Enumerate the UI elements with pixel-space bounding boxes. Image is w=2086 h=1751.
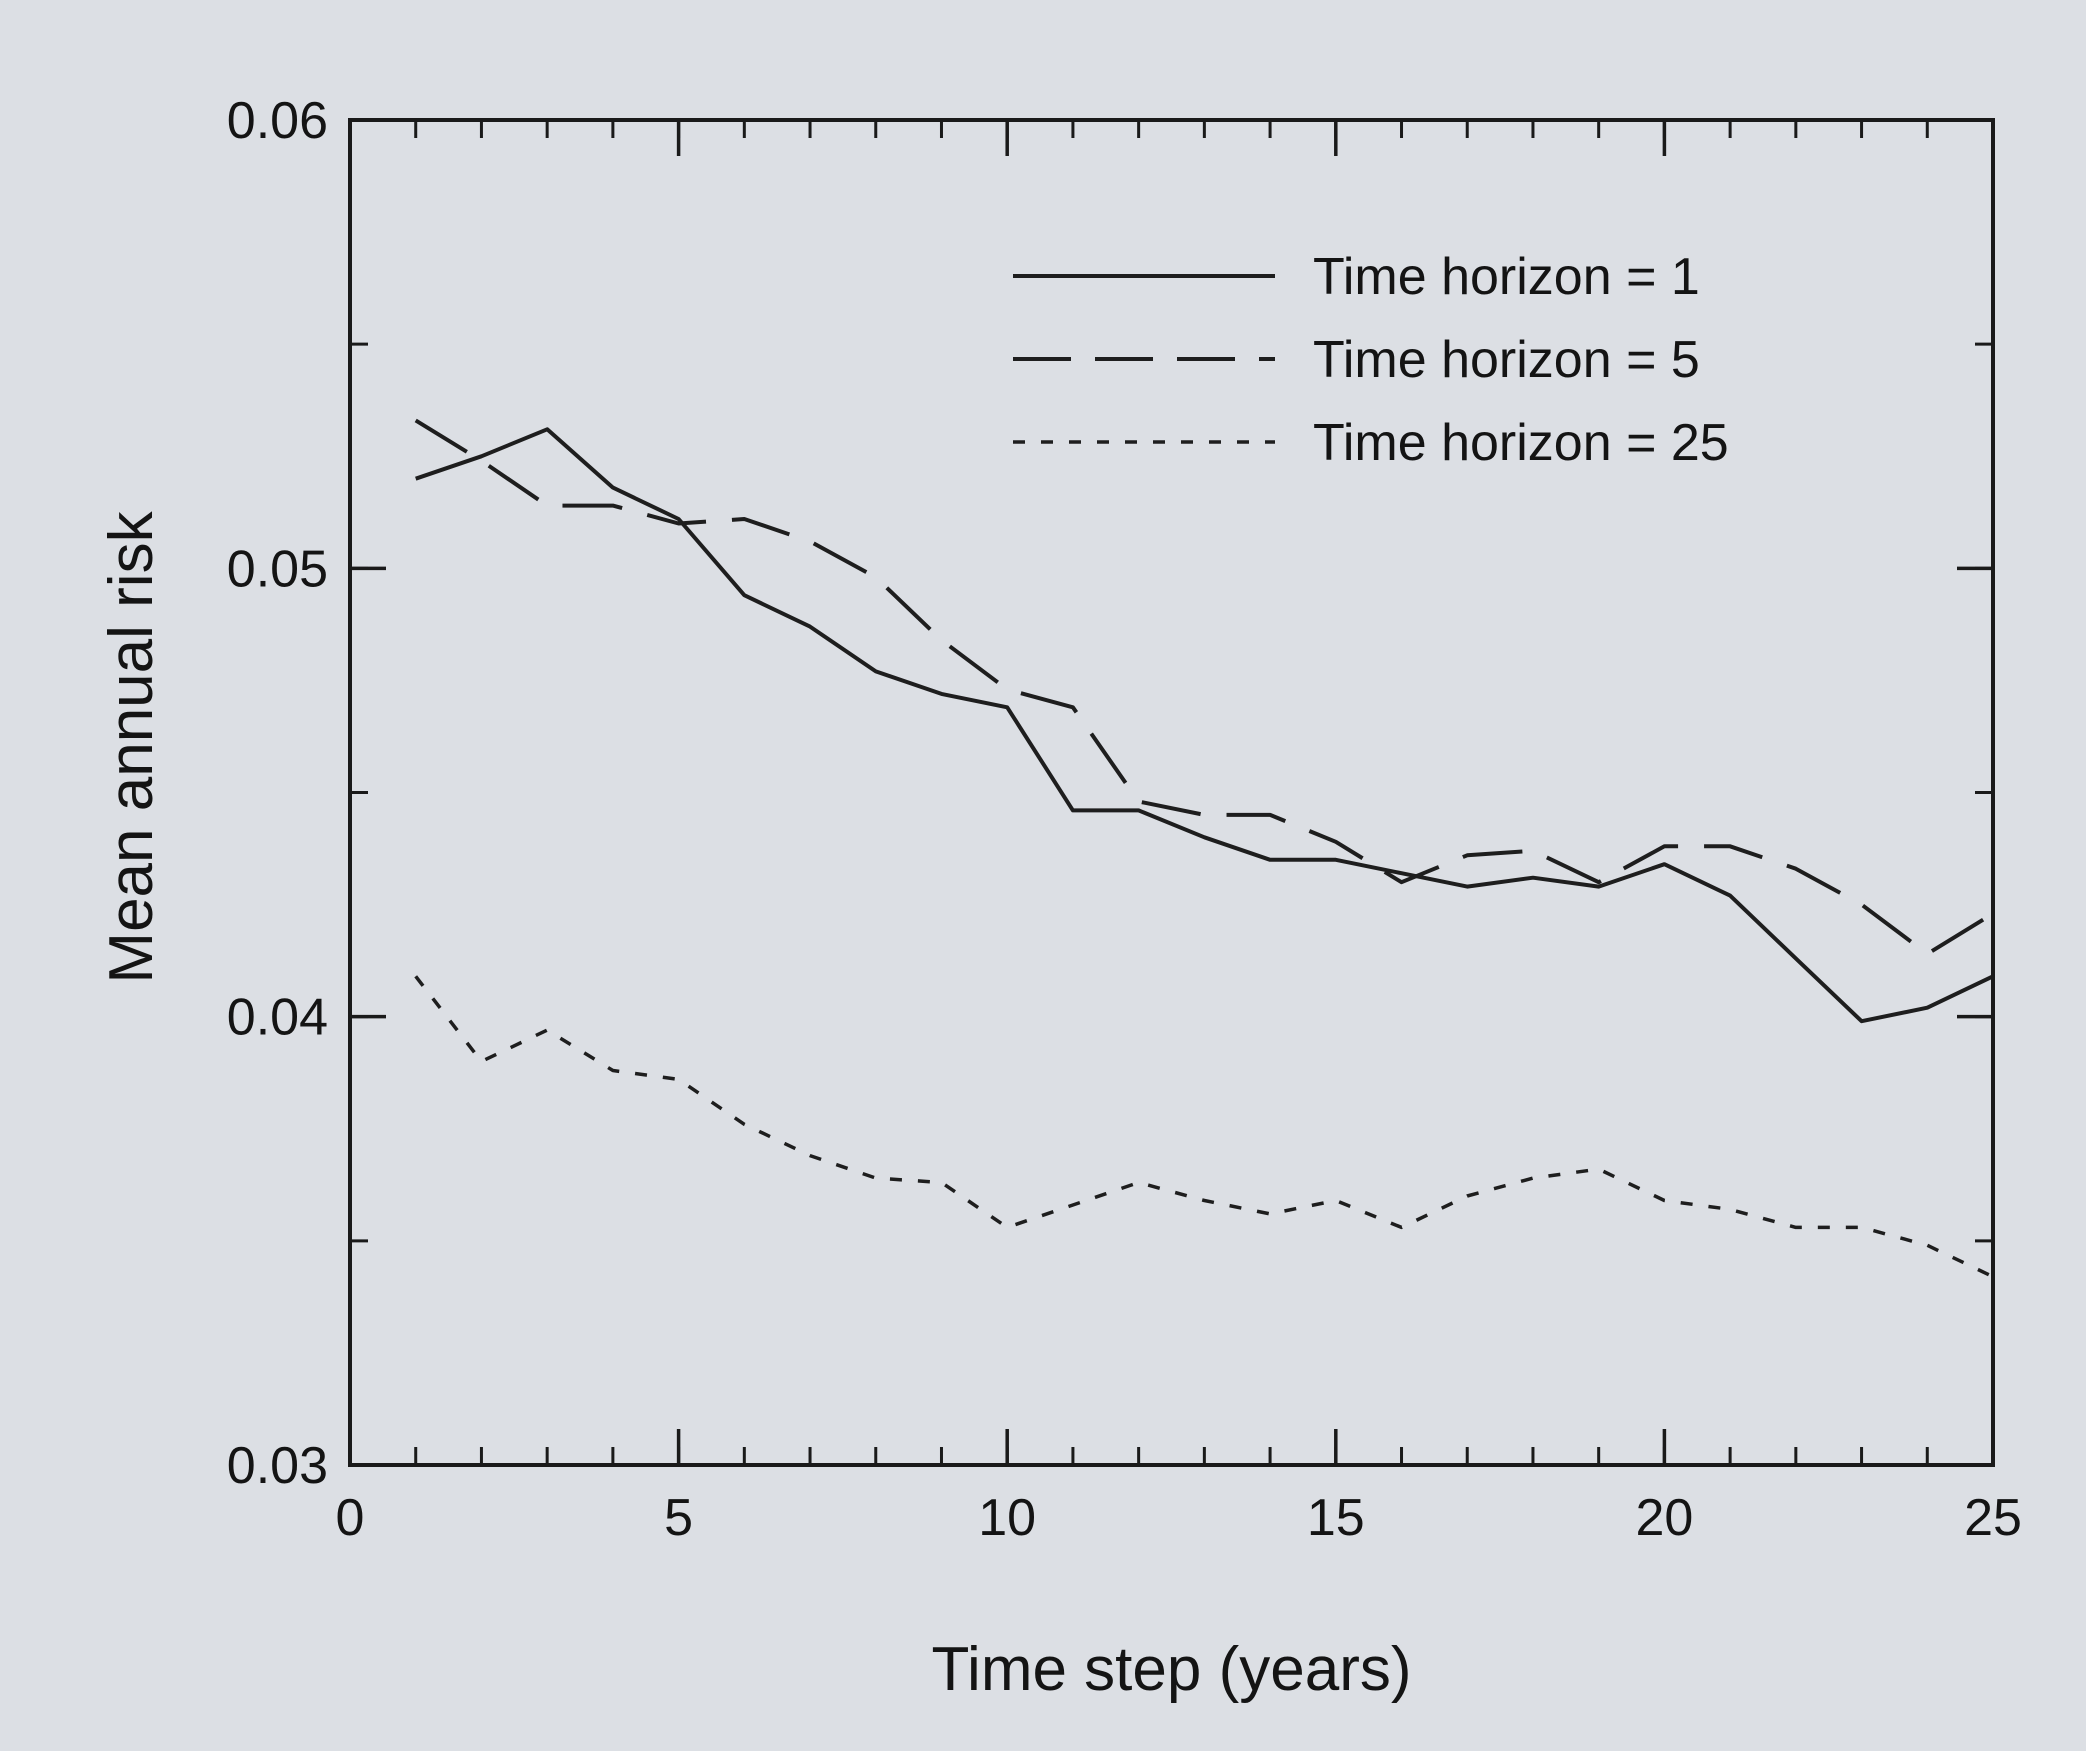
x-tick-label: 15 bbox=[1307, 1489, 1365, 1547]
y-tick-label: 0.05 bbox=[227, 540, 328, 598]
x-axis-title: Time step (years) bbox=[931, 1635, 1411, 1704]
y-tick-label: 0.06 bbox=[227, 92, 328, 150]
legend-label-2: Time horizon = 5 bbox=[1313, 331, 1700, 389]
y-tick-label: 0.03 bbox=[227, 1437, 328, 1495]
x-tick-label: 25 bbox=[1964, 1489, 2022, 1547]
legend: Time horizon = 1 Time horizon = 5 Time hor… bbox=[1013, 248, 1729, 472]
x-tick-label: 5 bbox=[664, 1489, 693, 1547]
plot-frame bbox=[348, 118, 1995, 1467]
tick-labels: 0 5 10 15 20 25 0.03 0.04 0.05 0.06 bbox=[227, 92, 2022, 1547]
x-tick-label: 20 bbox=[1635, 1489, 1693, 1547]
legend-label-1: Time horizon = 1 bbox=[1313, 248, 1700, 306]
x-tick-label: 0 bbox=[336, 1489, 365, 1547]
y-tick-label: 0.04 bbox=[227, 989, 328, 1047]
x-tick-label: 10 bbox=[978, 1489, 1036, 1547]
legend-label-3: Time horizon = 25 bbox=[1313, 414, 1729, 472]
series-line-3 bbox=[414, 975, 1994, 1279]
series-line-1 bbox=[415, 427, 1994, 1024]
y-axis-title: Mean annual risk bbox=[97, 510, 166, 983]
series-line-2 bbox=[414, 418, 1995, 956]
series-layer bbox=[414, 418, 1995, 1279]
